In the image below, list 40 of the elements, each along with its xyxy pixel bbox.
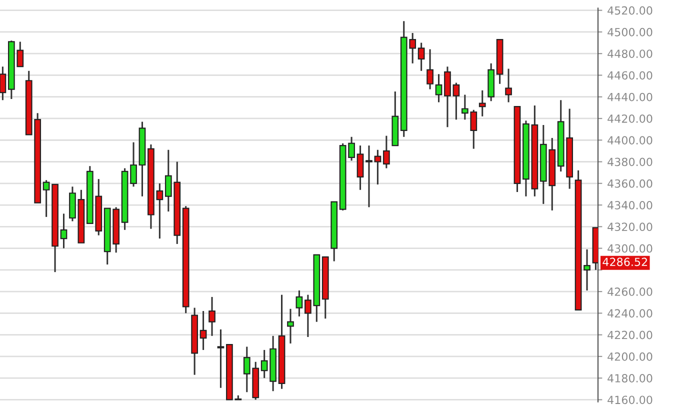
candlestick [505, 68, 512, 104]
y-tick-label: 4380.00 [608, 158, 652, 166]
y-tick-label: 4240.00 [608, 309, 652, 318]
y-tick-label: 4460.00 [608, 71, 652, 80]
candlestick [435, 73, 442, 104]
candlestick [130, 142, 137, 188]
y-tick-label: 4340.00 [608, 200, 652, 210]
candlestick [418, 42, 425, 72]
candlestick [296, 290, 303, 318]
candlestick [200, 310, 207, 351]
y-tick-label: 4440.00 [608, 92, 652, 102]
candlestick [444, 66, 451, 128]
candlestick [356, 144, 364, 191]
y-tick-label: 4480.00 [608, 50, 652, 58]
candlestick [0, 66, 6, 101]
candlestick [217, 328, 224, 389]
candlestick [478, 90, 486, 118]
candlestick [374, 149, 382, 186]
text: 4286.52 [602, 258, 647, 266]
candlestick [60, 212, 68, 250]
y-tick-label: 4220.00 [608, 330, 652, 340]
y-tick-label: 4500.00 [608, 28, 652, 36]
candlestick [382, 135, 390, 170]
candlestick [584, 248, 590, 292]
y-tick-label: 4300.00 [608, 244, 652, 253]
y-tick-label: 4180.00 [608, 374, 652, 382]
y-tick-label: 4400.00 [608, 136, 652, 144]
y-tick-label: 4200.00 [608, 352, 652, 361]
candlestick [208, 296, 216, 337]
candlestick [42, 179, 50, 218]
candlestick [452, 82, 460, 120]
y-tick-label: 4420.00 [608, 114, 652, 123]
candlestick [426, 48, 434, 90]
candlestick [366, 144, 372, 208]
y-tick-label: 4520.00 [608, 6, 652, 15]
y-tick-label: 4360.00 [608, 179, 652, 188]
y-tick-label: 4160.00 [608, 396, 652, 404]
y-tick-label: 4320.00 [608, 222, 652, 232]
y-tick-label: 4260.00 [608, 288, 652, 296]
candlestick [287, 308, 294, 344]
